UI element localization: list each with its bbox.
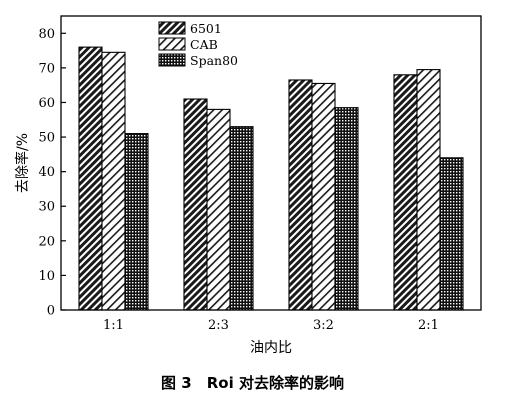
- bar-6501-3: [393, 74, 418, 311]
- y-tick-label: 70: [38, 61, 55, 76]
- x-axis-title: 油内比: [250, 340, 292, 356]
- legend-swatch-span80: [158, 53, 186, 67]
- bar-6501-1: [183, 98, 208, 311]
- bar-cab-3: [416, 69, 441, 311]
- figure-caption-text: Roi 对去除率的影响: [206, 374, 344, 392]
- y-tick-label: 10: [38, 269, 55, 284]
- bar-cab-0: [101, 51, 126, 311]
- bar-span80-3: [439, 157, 464, 311]
- y-tick-label: 0: [47, 304, 55, 319]
- figure-label: 图 3: [161, 374, 192, 392]
- x-tick-label: 1:1: [103, 318, 124, 333]
- y-tick-label: 50: [38, 131, 55, 146]
- y-axis-title: 去除率/%: [14, 133, 31, 193]
- x-tick-label: 2:1: [418, 318, 439, 333]
- x-tick-label: 3:2: [313, 318, 334, 333]
- y-tick-label: 20: [38, 234, 55, 249]
- bar-chart: 去除率/% 0 10 20 30 40 50 60 70 80 1:1 2:3 3:2 2:1 650…: [14, 15, 482, 356]
- legend-label-span80: Span80: [190, 53, 238, 68]
- plot-frame: [60, 15, 482, 311]
- legend-label-6501: 6501: [190, 21, 222, 36]
- bar-span80-1: [229, 126, 254, 311]
- bar-cab-1: [206, 108, 231, 311]
- y-tick-label: 40: [38, 165, 55, 180]
- bar-span80-0: [124, 133, 149, 311]
- y-tick-label: 60: [38, 96, 55, 111]
- y-tick-label: 30: [38, 200, 55, 215]
- bar-span80-2: [334, 107, 359, 311]
- bar-cab-2: [311, 82, 336, 311]
- x-tick-label: 2:3: [208, 318, 229, 333]
- legend-swatch-6501: [158, 21, 186, 35]
- y-tick-label: 80: [38, 27, 55, 42]
- legend-label-cab: CAB: [190, 37, 218, 52]
- bar-6501-2: [288, 79, 313, 311]
- bar-6501-0: [78, 46, 103, 311]
- figure-caption: 图 3 Roi 对去除率的影响: [0, 372, 505, 393]
- legend-swatch-cab: [158, 37, 186, 51]
- y-axis-title-group: 去除率/%: [14, 133, 31, 193]
